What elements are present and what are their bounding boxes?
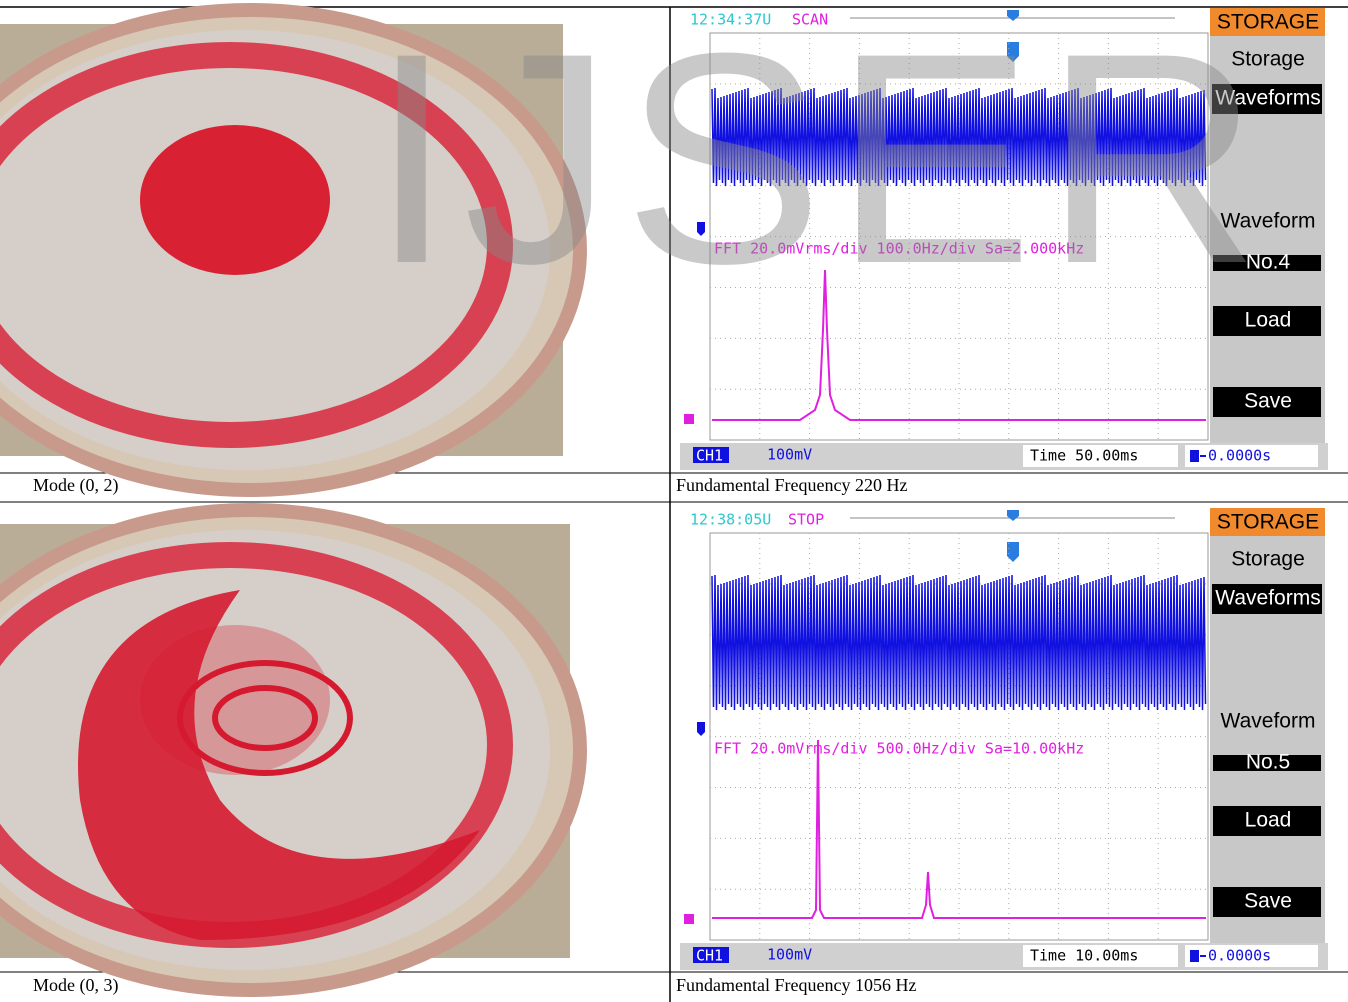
sand-center <box>140 125 330 275</box>
photo-caption: Mode (0, 3) <box>33 975 118 996</box>
watermark: IJSER <box>370 0 1270 326</box>
menu-item: Save <box>1244 390 1292 413</box>
scope-time: 12:38:05U <box>690 511 771 529</box>
menu-item: Waveforms <box>1215 587 1320 610</box>
figure-table: Mode (0, 2) Fundamental Frequency 220 Hz 1… <box>0 0 1348 1002</box>
menu-item: Waveform <box>1221 710 1316 733</box>
menu-item: No.5 <box>1246 751 1290 774</box>
trigger: 0.0000s <box>1208 447 1271 465</box>
menu-item: Save <box>1244 890 1292 913</box>
channel: CH1 <box>696 947 723 965</box>
timebase: Time 50.00ms <box>1030 447 1138 465</box>
math-marker <box>684 914 694 924</box>
channel: CH1 <box>696 447 723 465</box>
trigger: 0.0000s <box>1208 947 1271 965</box>
fft-label: FFT 20.0mVrms/div 500.0Hz/div Sa=10.00kH… <box>714 740 1084 758</box>
scope-caption: Fundamental Frequency 220 Hz <box>676 475 907 495</box>
menu-item: Load <box>1245 809 1292 832</box>
volts: 100mV <box>767 446 812 464</box>
trigger-icon <box>1190 450 1199 462</box>
menu-title: STORAGE <box>1217 511 1319 534</box>
math-marker <box>684 414 694 424</box>
body: Mode (0, 2) Fundamental Frequency 220 Hz 1… <box>0 0 1348 1002</box>
scope-status: STOP <box>788 511 824 529</box>
page: {"watermark": "IJSER", "figures": [ {"ph… <box>0 0 1348 1002</box>
menu-item: Storage <box>1231 548 1305 571</box>
scope-caption: Fundamental Frequency 1056 Hz <box>676 975 916 995</box>
volts: 100mV <box>767 946 812 964</box>
figure-row: Mode (0, 3) Fundamental Frequency 1056 Hz… <box>0 508 1328 996</box>
trigger-icon <box>1190 950 1199 962</box>
photo-caption: Mode (0, 2) <box>33 475 118 496</box>
timebase: Time 10.00ms <box>1030 947 1138 965</box>
